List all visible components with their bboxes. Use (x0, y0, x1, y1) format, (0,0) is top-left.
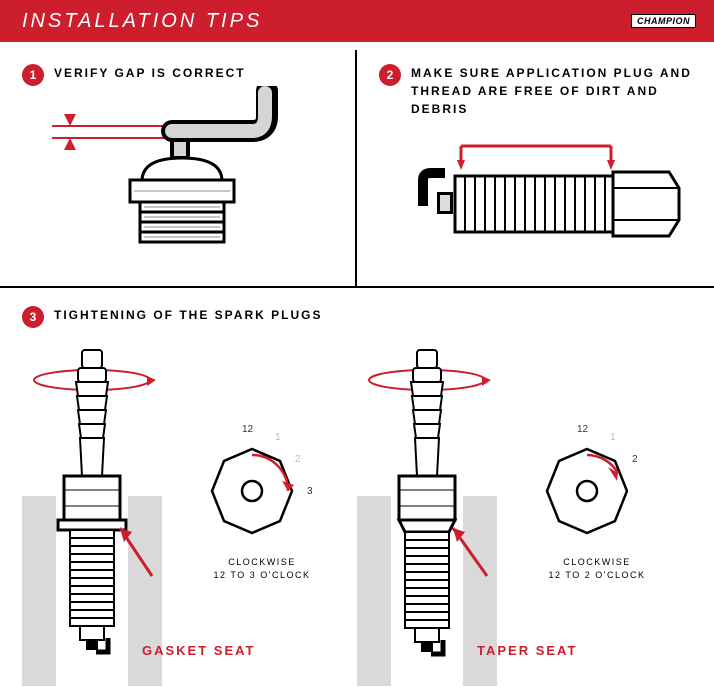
gasket-seat-label: GASKET SEAT (142, 643, 256, 658)
step-1-head: 1 Verify gap is correct (22, 64, 337, 86)
dial-2-faint: 2 (295, 454, 301, 465)
step-2-head: 2 Make sure application plug and thread … (379, 64, 696, 118)
caption-l2: 12 TO 3 O'CLOCK (214, 570, 311, 580)
step-3-number: 3 (22, 306, 44, 328)
caption-l1-r: CLOCKWISE (563, 557, 631, 567)
header-bar: INSTALLATION TIPS CHAMPION (0, 0, 714, 42)
dial-2-r: 2 (632, 454, 638, 465)
caption-l2-r: 12 TO 2 O'CLOCK (549, 570, 646, 580)
step-1-number: 1 (22, 64, 44, 86)
step-3-head: 3 Tightening of the spark plugs (22, 306, 692, 328)
taper-caption: CLOCKWISE 12 TO 2 O'CLOCK (547, 556, 647, 581)
brand-badge: CHAMPION (631, 14, 696, 28)
step-2-text: Make sure application plug and thread ar… (411, 64, 696, 118)
step-2-number: 2 (379, 64, 401, 86)
page-title: INSTALLATION TIPS (22, 10, 262, 33)
top-panels: 1 Verify gap is correct (0, 50, 714, 288)
step-2-panel: 2 Make sure application plug and thread … (357, 50, 714, 286)
dial-3: 3 (307, 486, 313, 497)
gasket-caption: CLOCKWISE 12 TO 3 O'CLOCK (212, 556, 312, 581)
step-1-panel: 1 Verify gap is correct (0, 50, 357, 286)
thread-illustration (379, 118, 696, 268)
step-3-panel: 3 Tightening of the spark plugs (0, 288, 714, 696)
caption-l1: CLOCKWISE (228, 557, 296, 567)
dial-1-faint-r: 1 (610, 432, 616, 443)
dial-12-r: 12 (577, 424, 588, 435)
dial-12: 12 (242, 424, 253, 435)
gasket-plug-illustration (22, 346, 162, 686)
step-1-text: Verify gap is correct (54, 64, 246, 82)
gasket-seat-group: 12 1 2 3 CLOCKWISE 12 TO 3 O'CLOCK GASKE… (22, 346, 357, 686)
gap-illustration (22, 86, 337, 256)
taper-plug-illustration (357, 346, 497, 686)
taper-seat-label: TAPER SEAT (477, 643, 577, 658)
taper-seat-group: 12 1 2 CLOCKWISE 12 TO 2 O'CLOCK TAPER S… (357, 346, 692, 686)
gasket-dial: 12 1 2 3 CLOCKWISE 12 TO 3 O'CLOCK (162, 346, 357, 686)
plugs-row: 12 1 2 3 CLOCKWISE 12 TO 3 O'CLOCK GASKE… (22, 346, 692, 686)
dial-1-faint: 1 (275, 432, 281, 443)
taper-dial: 12 1 2 CLOCKWISE 12 TO 2 O'CLOCK (497, 346, 692, 686)
step-3-text: Tightening of the spark plugs (54, 306, 322, 324)
